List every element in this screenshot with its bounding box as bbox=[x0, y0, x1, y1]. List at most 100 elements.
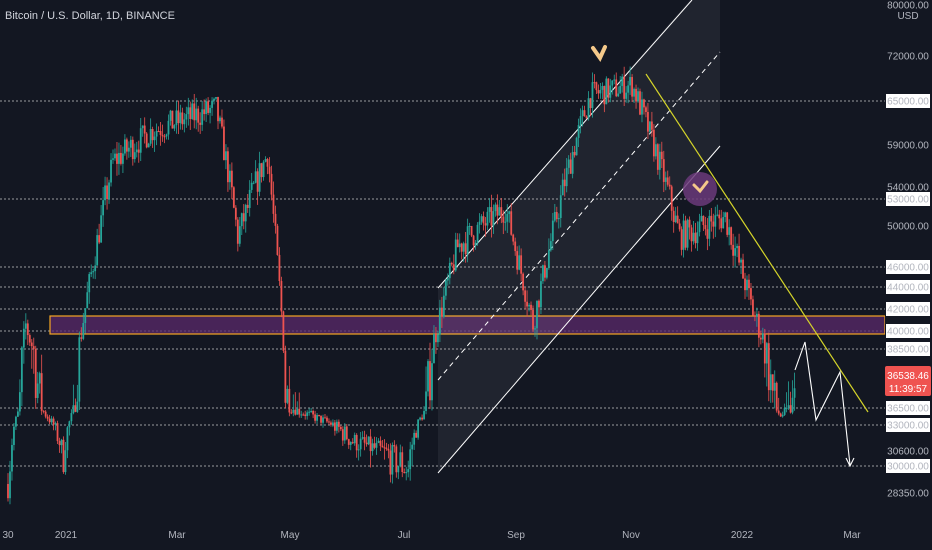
candle-body bbox=[773, 382, 776, 391]
candle-body bbox=[474, 242, 477, 246]
candle-body bbox=[244, 204, 247, 222]
candle-body bbox=[757, 313, 760, 338]
price-tick-label: 33000.00 bbox=[887, 421, 929, 432]
candle-body bbox=[11, 444, 13, 472]
candle-body bbox=[137, 149, 140, 153]
candle-body bbox=[759, 337, 762, 340]
candle-body bbox=[761, 333, 764, 340]
candle-body bbox=[660, 151, 663, 160]
candle-body bbox=[367, 436, 370, 445]
candle-body bbox=[413, 432, 416, 445]
candle-body bbox=[456, 239, 459, 248]
candle-body bbox=[296, 408, 299, 415]
candle-body bbox=[185, 114, 188, 120]
price-level-box bbox=[886, 260, 930, 274]
candle-body bbox=[494, 204, 497, 212]
candle-body bbox=[92, 271, 95, 273]
candle-body bbox=[96, 235, 99, 266]
candle-body bbox=[240, 213, 243, 227]
candle-body bbox=[516, 251, 519, 270]
candle-body bbox=[619, 86, 622, 94]
price-tick-label: 30000.00 bbox=[887, 462, 929, 473]
candle-body bbox=[670, 186, 673, 211]
candle-body bbox=[337, 421, 340, 427]
candle-body bbox=[127, 147, 130, 152]
time-tick-label: Mar bbox=[168, 530, 186, 541]
candle-body bbox=[347, 439, 350, 445]
candle-body bbox=[355, 434, 358, 451]
candle-body bbox=[643, 99, 645, 108]
candle-body bbox=[440, 307, 443, 317]
candle-body bbox=[528, 304, 530, 307]
candle-body bbox=[82, 322, 85, 339]
candle-body bbox=[312, 411, 315, 415]
candle-body bbox=[401, 452, 404, 473]
candle-body bbox=[403, 472, 406, 474]
candle-body bbox=[332, 422, 334, 425]
channel-lower-line bbox=[437, 145, 721, 474]
candle-body bbox=[742, 259, 744, 279]
candle-body bbox=[704, 225, 707, 230]
candle-body bbox=[547, 250, 550, 269]
candle-body bbox=[728, 227, 731, 235]
time-tick-label: Mar bbox=[843, 530, 861, 541]
candle-body bbox=[76, 401, 79, 412]
candle-body bbox=[310, 411, 313, 413]
candle-body bbox=[114, 153, 116, 159]
candle-body bbox=[42, 410, 45, 412]
candle-body bbox=[98, 235, 101, 243]
candles-group bbox=[7, 66, 796, 505]
candle-body bbox=[557, 217, 560, 220]
candle-body bbox=[581, 110, 584, 117]
candle-body bbox=[684, 220, 687, 248]
candle-body bbox=[383, 447, 386, 449]
candle-body bbox=[284, 350, 287, 403]
candle-body bbox=[60, 439, 63, 446]
candle-body bbox=[165, 134, 168, 137]
candle-body bbox=[90, 272, 93, 275]
candle-body bbox=[756, 313, 758, 317]
currency-label: USD bbox=[897, 11, 918, 22]
candle-body bbox=[70, 413, 73, 422]
candle-body bbox=[672, 210, 675, 223]
candle-body bbox=[591, 82, 594, 109]
candle-body bbox=[448, 262, 451, 279]
candle-body bbox=[207, 101, 210, 113]
candle-body bbox=[34, 348, 37, 398]
candle-body bbox=[567, 159, 570, 168]
candle-body bbox=[682, 220, 685, 250]
candle-body bbox=[714, 215, 717, 227]
time-tick-label: Nov bbox=[622, 530, 640, 541]
candle-body bbox=[377, 440, 380, 443]
candle-body bbox=[116, 153, 118, 164]
candle-body bbox=[732, 244, 735, 256]
candle-body bbox=[270, 173, 273, 195]
candle-body bbox=[177, 110, 180, 124]
candle-body bbox=[86, 292, 89, 309]
candle-body bbox=[179, 112, 182, 124]
candle-body bbox=[676, 215, 679, 224]
countdown-timer: 11:39:57 bbox=[889, 384, 928, 395]
candle-body bbox=[781, 414, 784, 417]
last-price-value: 36538.46 bbox=[887, 371, 929, 382]
time-tick-label: 2022 bbox=[731, 530, 754, 541]
candle-body bbox=[450, 262, 453, 265]
candle-body bbox=[397, 466, 400, 473]
candle-body bbox=[722, 217, 725, 229]
candle-body bbox=[314, 414, 316, 421]
candle-body bbox=[405, 472, 408, 474]
candle-body bbox=[597, 90, 600, 94]
candle-body bbox=[789, 405, 792, 413]
candle-body bbox=[183, 119, 186, 125]
candle-body bbox=[151, 128, 154, 141]
channel-upper-line bbox=[437, 0, 693, 289]
candle-body bbox=[417, 419, 420, 438]
candle-body bbox=[197, 108, 200, 123]
candle-body bbox=[250, 182, 253, 190]
candle-body bbox=[389, 450, 392, 475]
candle-body bbox=[692, 232, 695, 242]
candle-body bbox=[603, 86, 606, 105]
candle-body bbox=[30, 342, 33, 347]
